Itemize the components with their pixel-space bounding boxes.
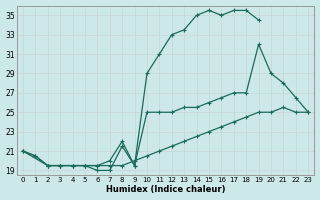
X-axis label: Humidex (Indice chaleur): Humidex (Indice chaleur)	[106, 185, 225, 194]
